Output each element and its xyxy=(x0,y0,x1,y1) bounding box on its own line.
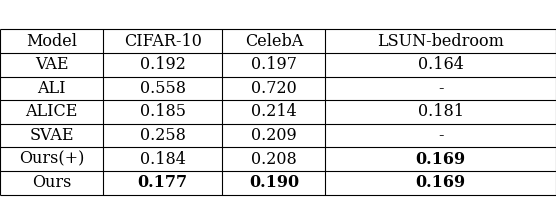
Text: -: - xyxy=(438,80,443,97)
Text: 0.177: 0.177 xyxy=(137,174,188,191)
Text: SVAE: SVAE xyxy=(29,127,74,144)
Text: 0.181: 0.181 xyxy=(418,103,464,121)
Text: 0.184: 0.184 xyxy=(140,151,186,168)
Text: 0.558: 0.558 xyxy=(140,80,186,97)
Text: -: - xyxy=(438,127,443,144)
Text: 0.169: 0.169 xyxy=(415,174,466,191)
Text: CIFAR-10: CIFAR-10 xyxy=(123,33,202,50)
Text: 0.208: 0.208 xyxy=(251,151,297,168)
Text: 0.209: 0.209 xyxy=(251,127,297,144)
Text: ALICE: ALICE xyxy=(25,103,78,121)
Text: 0.169: 0.169 xyxy=(415,151,466,168)
Text: 0.214: 0.214 xyxy=(251,103,297,121)
Text: Ours(+): Ours(+) xyxy=(19,151,84,168)
Text: 0.720: 0.720 xyxy=(251,80,297,97)
Text: ALI: ALI xyxy=(37,80,66,97)
Text: Ours: Ours xyxy=(32,174,71,191)
Text: VAE: VAE xyxy=(34,56,68,73)
Text: 0.258: 0.258 xyxy=(140,127,186,144)
Text: LSUN-bedroom: LSUN-bedroom xyxy=(377,33,504,50)
Text: CelebA: CelebA xyxy=(245,33,303,50)
Text: Model: Model xyxy=(26,33,77,50)
Text: 0.190: 0.190 xyxy=(249,174,299,191)
Text: 0.192: 0.192 xyxy=(140,56,186,73)
Text: 0.185: 0.185 xyxy=(140,103,186,121)
Text: 0.164: 0.164 xyxy=(418,56,464,73)
Text: 0.197: 0.197 xyxy=(251,56,297,73)
